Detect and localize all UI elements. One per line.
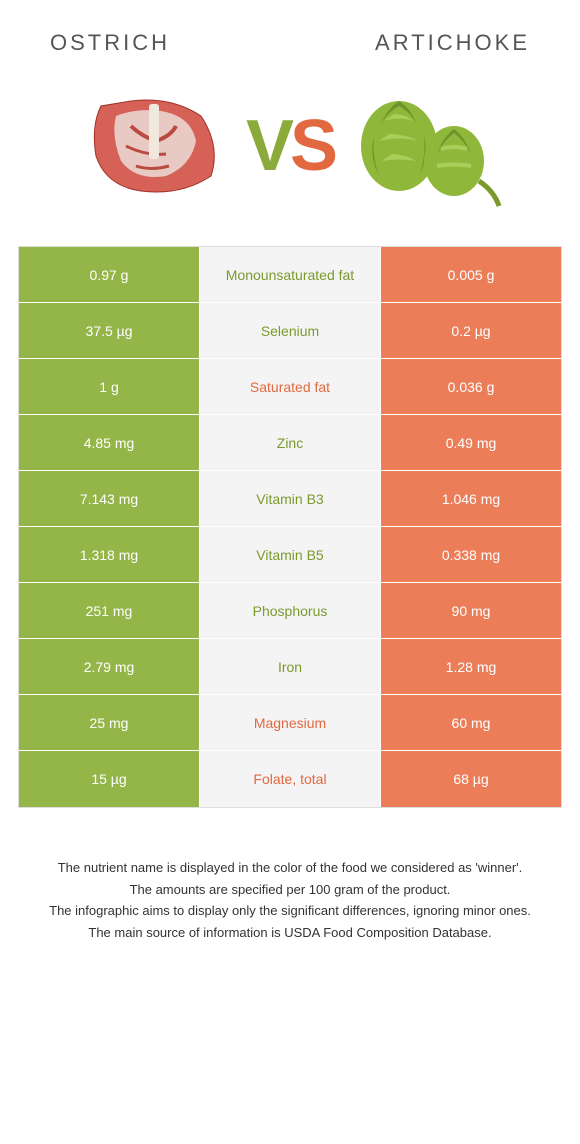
nutrient-row: 1 gSaturated fat0.036 g	[19, 359, 561, 415]
nutrient-row: 25 mgMagnesium60 mg	[19, 695, 561, 751]
value-right: 1.28 mg	[381, 639, 561, 694]
nutrient-label: Folate, total	[199, 751, 381, 807]
nutrient-row: 15 µgFolate, total68 µg	[19, 751, 561, 807]
value-left: 1.318 mg	[19, 527, 199, 582]
vs-label: VS	[246, 105, 334, 187]
footnote-line: The infographic aims to display only the…	[30, 901, 550, 921]
nutrient-label: Zinc	[199, 415, 381, 470]
value-right: 0.49 mg	[381, 415, 561, 470]
footnotes: The nutrient name is displayed in the co…	[0, 808, 580, 964]
nutrient-row: 1.318 mgVitamin B50.338 mg	[19, 527, 561, 583]
value-left: 2.79 mg	[19, 639, 199, 694]
nutrient-row: 251 mgPhosphorus90 mg	[19, 583, 561, 639]
value-left: 15 µg	[19, 751, 199, 807]
value-left: 1 g	[19, 359, 199, 414]
nutrient-row: 0.97 gMonounsaturated fat0.005 g	[19, 247, 561, 303]
food-left-name: Ostrich	[50, 30, 170, 56]
vs-s: S	[290, 106, 334, 186]
value-left: 7.143 mg	[19, 471, 199, 526]
value-right: 0.2 µg	[381, 303, 561, 358]
value-right: 90 mg	[381, 583, 561, 638]
nutrient-label: Vitamin B3	[199, 471, 381, 526]
nutrient-label: Vitamin B5	[199, 527, 381, 582]
value-right: 68 µg	[381, 751, 561, 807]
footnote-line: The main source of information is USDA F…	[30, 923, 550, 943]
value-right: 60 mg	[381, 695, 561, 750]
nutrient-table: 0.97 gMonounsaturated fat0.005 g37.5 µgS…	[18, 246, 562, 808]
nutrient-label: Saturated fat	[199, 359, 381, 414]
value-left: 0.97 g	[19, 247, 199, 302]
vs-v: V	[246, 106, 290, 186]
value-right: 0.005 g	[381, 247, 561, 302]
vs-row: VS	[0, 66, 580, 246]
nutrient-label: Magnesium	[199, 695, 381, 750]
footnote-line: The amounts are specified per 100 gram o…	[30, 880, 550, 900]
nutrient-label: Selenium	[199, 303, 381, 358]
nutrient-row: 4.85 mgZinc0.49 mg	[19, 415, 561, 471]
nutrient-label: Iron	[199, 639, 381, 694]
value-right: 0.338 mg	[381, 527, 561, 582]
value-right: 1.046 mg	[381, 471, 561, 526]
nutrient-row: 7.143 mgVitamin B31.046 mg	[19, 471, 561, 527]
food-right-name: Artichoke	[375, 30, 530, 56]
value-right: 0.036 g	[381, 359, 561, 414]
value-left: 25 mg	[19, 695, 199, 750]
food-right-image	[344, 76, 504, 216]
value-left: 251 mg	[19, 583, 199, 638]
value-left: 4.85 mg	[19, 415, 199, 470]
value-left: 37.5 µg	[19, 303, 199, 358]
food-left-image	[76, 76, 236, 216]
nutrient-label: Phosphorus	[199, 583, 381, 638]
nutrient-row: 37.5 µgSelenium0.2 µg	[19, 303, 561, 359]
nutrient-row: 2.79 mgIron1.28 mg	[19, 639, 561, 695]
header: Ostrich Artichoke	[0, 0, 580, 66]
nutrient-label: Monounsaturated fat	[199, 247, 381, 302]
footnote-line: The nutrient name is displayed in the co…	[30, 858, 550, 878]
